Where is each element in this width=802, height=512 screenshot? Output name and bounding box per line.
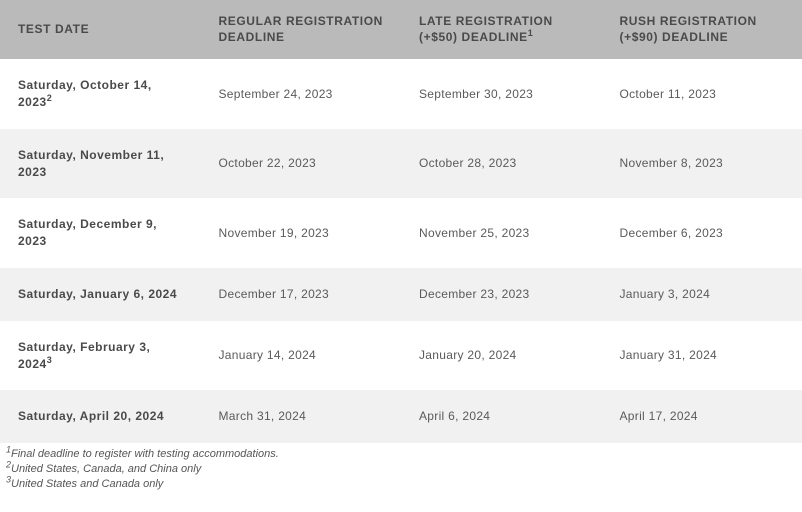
table-header: TEST DATE REGULAR REGISTRATION DEADLINE … [0, 0, 802, 59]
table-row: Saturday, January 6, 2024 December 17, 20… [0, 268, 802, 321]
cell-test-date: Saturday, January 6, 2024 [0, 268, 201, 321]
cell-late: November 25, 2023 [401, 198, 602, 268]
footnotes: 1Final deadline to register with testing… [0, 443, 802, 498]
col-header-test-date: TEST DATE [0, 0, 201, 59]
cell-regular: November 19, 2023 [201, 198, 402, 268]
cell-late: April 6, 2024 [401, 390, 602, 443]
footnote-text: Final deadline to register with testing … [11, 448, 279, 460]
registration-deadlines-table: TEST DATE REGULAR REGISTRATION DEADLINE … [0, 0, 802, 443]
test-date-text: Saturday, April 20, 2024 [18, 409, 164, 423]
test-date-sup: 2 [47, 93, 53, 103]
table-row: Saturday, October 14, 20232September 24,… [0, 59, 802, 129]
cell-test-date: Saturday, February 3, 20243 [0, 321, 201, 391]
footnote: 3United States and Canada only [6, 477, 796, 492]
col-header-label: TEST DATE [18, 22, 89, 36]
col-header-regular: REGULAR REGISTRATION DEADLINE [201, 0, 402, 59]
cell-test-date: Saturday, April 20, 2024 [0, 390, 201, 443]
test-date-text: Saturday, February 3, 2024 [18, 340, 150, 371]
cell-rush: April 17, 2024 [602, 390, 802, 443]
col-header-label: REGULAR REGISTRATION DEADLINE [219, 14, 383, 44]
cell-regular: December 17, 2023 [201, 268, 402, 321]
cell-regular: January 14, 2024 [201, 321, 402, 391]
cell-rush: January 31, 2024 [602, 321, 802, 391]
test-date-text: Saturday, January 6, 2024 [18, 287, 177, 301]
cell-test-date: Saturday, December 9, 2023 [0, 198, 201, 268]
cell-rush: January 3, 2024 [602, 268, 802, 321]
footnote: 2United States, Canada, and China only [6, 462, 796, 477]
footnote-text: United States and Canada only [11, 478, 163, 490]
table-row: Saturday, February 3, 20243January 14, 2… [0, 321, 802, 391]
table-row: Saturday, April 20, 2024March 31, 2024Ap… [0, 390, 802, 443]
cell-rush: November 8, 2023 [602, 129, 802, 199]
cell-rush: October 11, 2023 [602, 59, 802, 129]
cell-regular: October 22, 2023 [201, 129, 402, 199]
table-body: Saturday, October 14, 20232September 24,… [0, 59, 802, 443]
test-date-text: Saturday, December 9, 2023 [18, 217, 157, 248]
cell-late: January 20, 2024 [401, 321, 602, 391]
col-header-rush: RUSH REGISTRATION (+$90) DEADLINE [602, 0, 802, 59]
cell-regular: September 24, 2023 [201, 59, 402, 129]
table-row: Saturday, December 9, 2023 November 19, 2… [0, 198, 802, 268]
cell-late: September 30, 2023 [401, 59, 602, 129]
cell-rush: December 6, 2023 [602, 198, 802, 268]
test-date-sup: 3 [47, 355, 53, 365]
test-date-text: Saturday, October 14, 2023 [18, 78, 152, 109]
cell-regular: March 31, 2024 [201, 390, 402, 443]
cell-late: December 23, 2023 [401, 268, 602, 321]
cell-test-date: Saturday, October 14, 20232 [0, 59, 201, 129]
table-row: Saturday, November 11, 2023 October 22, 2… [0, 129, 802, 199]
col-header-label: RUSH REGISTRATION (+$90) DEADLINE [620, 14, 757, 44]
cell-late: October 28, 2023 [401, 129, 602, 199]
col-header-late: LATE REGISTRATION (+$50) DEADLINE1 [401, 0, 602, 59]
cell-test-date: Saturday, November 11, 2023 [0, 129, 201, 199]
col-header-sup: 1 [528, 28, 534, 38]
test-date-text: Saturday, November 11, 2023 [18, 148, 164, 179]
footnote: 1Final deadline to register with testing… [6, 447, 796, 462]
footnote-text: United States, Canada, and China only [11, 463, 201, 475]
